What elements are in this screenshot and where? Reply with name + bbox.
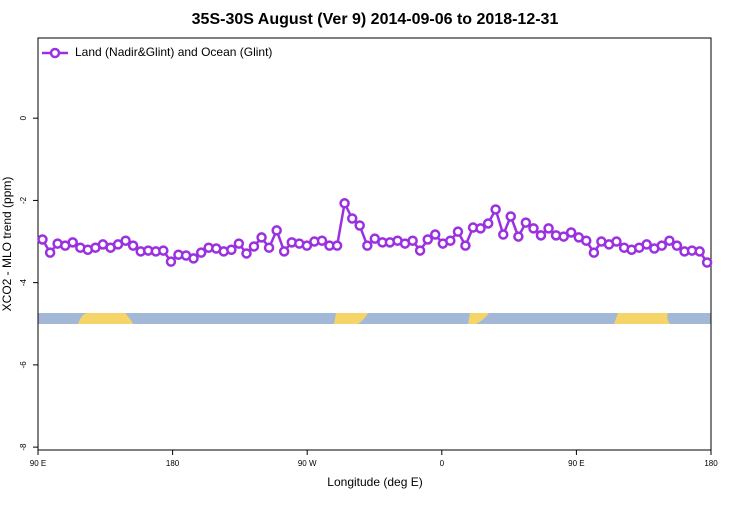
y-tick-label: 0 bbox=[19, 115, 28, 120]
point bbox=[498, 229, 509, 240]
point bbox=[241, 248, 252, 259]
point bbox=[414, 245, 426, 256]
point bbox=[165, 256, 177, 267]
y-tick-label: -4 bbox=[19, 279, 28, 287]
point bbox=[581, 235, 592, 246]
legend-label: Land (Nadir&Glint) and Ocean (Glint) bbox=[75, 45, 272, 59]
x-tick-label: 90 E bbox=[30, 459, 46, 468]
point bbox=[422, 234, 433, 245]
point bbox=[127, 240, 139, 251]
point bbox=[226, 244, 237, 256]
point bbox=[701, 257, 713, 268]
point bbox=[460, 240, 471, 251]
land bbox=[334, 313, 368, 324]
point bbox=[528, 223, 539, 234]
x-tick-label: 0 bbox=[440, 459, 445, 468]
point bbox=[664, 235, 675, 246]
x-tick-label: 180 bbox=[704, 459, 718, 468]
point bbox=[505, 211, 516, 222]
point bbox=[588, 247, 600, 258]
point bbox=[429, 229, 441, 240]
point bbox=[44, 247, 56, 258]
point bbox=[248, 241, 260, 252]
ocean-band bbox=[38, 313, 711, 324]
point bbox=[543, 223, 554, 234]
point bbox=[67, 237, 78, 248]
point bbox=[331, 240, 343, 251]
point bbox=[407, 235, 418, 246]
point bbox=[535, 230, 547, 241]
point bbox=[278, 246, 290, 257]
y-tick-label: -2 bbox=[19, 196, 28, 204]
point bbox=[339, 198, 350, 209]
x-tick-label: 90 W bbox=[298, 459, 317, 468]
x-tick-label: 90 E bbox=[568, 459, 584, 468]
point bbox=[565, 227, 577, 238]
point bbox=[520, 217, 532, 228]
point bbox=[490, 204, 501, 215]
point bbox=[475, 223, 486, 234]
point bbox=[301, 240, 313, 251]
point bbox=[362, 240, 373, 251]
point bbox=[611, 236, 622, 247]
point bbox=[513, 231, 524, 242]
point bbox=[445, 235, 456, 246]
point bbox=[188, 253, 199, 264]
y-tick-label: -8 bbox=[19, 443, 28, 451]
point bbox=[316, 235, 328, 246]
point bbox=[452, 226, 464, 237]
point bbox=[256, 232, 267, 243]
point bbox=[671, 240, 683, 251]
point bbox=[158, 245, 169, 256]
legend-marker bbox=[49, 47, 61, 59]
point bbox=[195, 247, 207, 258]
point bbox=[37, 234, 48, 245]
land bbox=[614, 313, 670, 324]
x-tick-label: 180 bbox=[166, 459, 180, 468]
plot-frame bbox=[37, 37, 712, 451]
land bbox=[468, 313, 489, 324]
land bbox=[78, 313, 133, 324]
point bbox=[641, 239, 652, 250]
point bbox=[271, 225, 282, 236]
point bbox=[263, 242, 275, 253]
point bbox=[558, 231, 569, 242]
y-tick-label: -6 bbox=[19, 361, 28, 369]
point bbox=[354, 220, 365, 231]
x-axis-label: Longitude (deg E) bbox=[327, 475, 422, 489]
point bbox=[346, 213, 358, 224]
point bbox=[482, 218, 494, 229]
point bbox=[694, 246, 705, 257]
land-ocean-strip bbox=[38, 313, 711, 324]
point bbox=[233, 238, 245, 249]
point bbox=[656, 240, 668, 251]
y-axis-label: XCO2 - MLO trend (ppm) bbox=[0, 177, 14, 312]
point bbox=[120, 235, 131, 246]
chart-title: 35S-30S August (Ver 9) 2014-09-06 to 201… bbox=[192, 11, 559, 28]
